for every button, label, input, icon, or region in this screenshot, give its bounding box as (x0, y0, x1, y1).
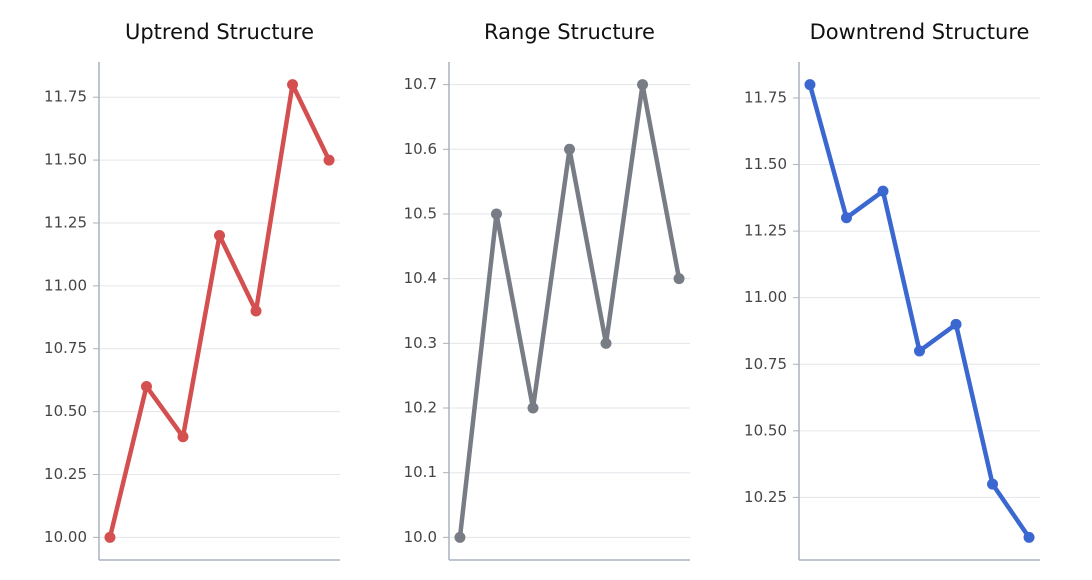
chart-title: Range Structure (484, 20, 655, 44)
point (914, 345, 925, 357)
point (490, 208, 502, 220)
y-tick-label: 11.75 (44, 88, 87, 106)
point (214, 230, 225, 242)
point (250, 305, 262, 317)
y-tick-label: 10.50 (44, 402, 87, 420)
chart-title: Uptrend Structure (125, 20, 314, 44)
y-tick-label: 10.2 (404, 399, 437, 417)
point (637, 79, 649, 91)
point (877, 185, 889, 197)
y-tick-label: 10.3 (404, 334, 437, 352)
chart-title: Downtrend Structure (810, 20, 1030, 44)
point (564, 143, 575, 155)
point (140, 380, 152, 392)
y-tick-label: 10.0 (404, 528, 437, 546)
point (840, 212, 852, 224)
series-line (107, 82, 332, 538)
point (804, 79, 816, 91)
point (1023, 531, 1035, 543)
point (323, 154, 335, 166)
y-tick-label: 10.00 (44, 528, 87, 546)
point (600, 337, 612, 349)
y-tick-label: 11.00 (44, 276, 87, 294)
y-tick-label: 10.6 (404, 140, 437, 158)
y-tick-label: 10.5 (404, 204, 437, 222)
y-tick-label: 10.7 (404, 75, 437, 93)
y-tick-label: 11.50 (44, 151, 87, 169)
series-line (807, 84, 1031, 539)
point (673, 273, 685, 285)
y-tick-label: 10.4 (404, 269, 437, 287)
point (950, 318, 962, 330)
y-tick-label: 10.25 (744, 488, 787, 506)
y-tick-label: 11.25 (44, 213, 87, 231)
y-tick-label: 11.00 (744, 288, 787, 306)
y-tick-label: 10.75 (44, 339, 87, 357)
y-tick-label: 10.25 (44, 465, 87, 483)
point (987, 478, 999, 490)
y-tick-label: 11.50 (744, 155, 787, 173)
y-tick-label: 10.75 (744, 355, 787, 373)
point (177, 431, 189, 443)
y-tick-label: 10.50 (744, 421, 787, 439)
point (287, 79, 299, 91)
point (527, 402, 539, 414)
y-tick-label: 11.25 (744, 222, 787, 240)
y-tick-label: 10.1 (404, 463, 437, 481)
point (454, 531, 466, 543)
y-tick-label: 11.75 (744, 88, 787, 106)
point (104, 531, 116, 543)
